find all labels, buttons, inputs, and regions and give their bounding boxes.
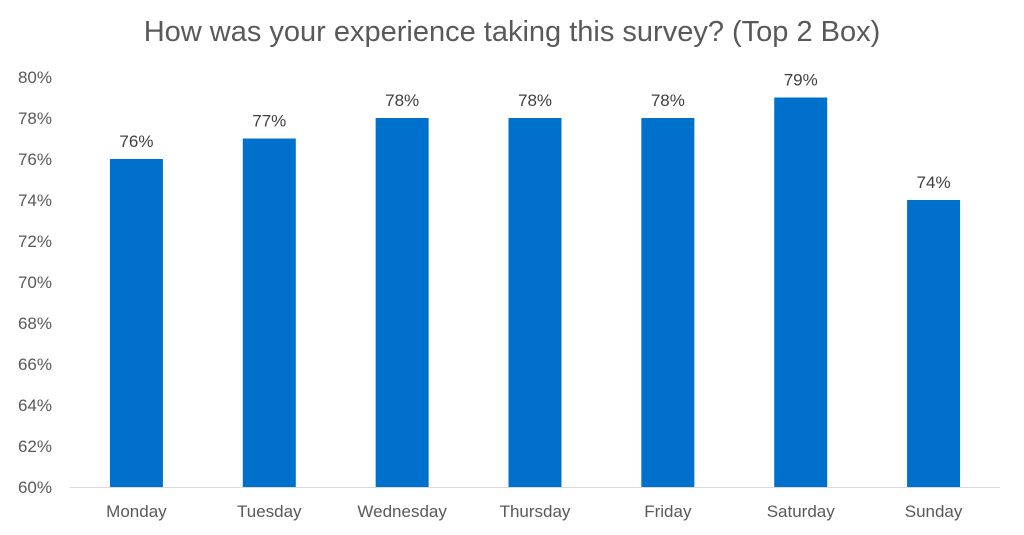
data-label: 78%: [385, 91, 419, 110]
x-tick-label: Friday: [644, 502, 692, 521]
y-tick-label: 80%: [18, 68, 52, 87]
y-axis-tick-labels: 60% 62% 64% 66% 68% 70% 72% 74% 76% 78% 80%: [18, 68, 52, 497]
y-tick-label: 76%: [18, 150, 52, 169]
y-tick-label: 78%: [18, 109, 52, 128]
bars-group: [109, 97, 961, 487]
bar: [641, 118, 695, 487]
bar: [907, 200, 961, 487]
bar: [774, 97, 828, 487]
data-label: 77%: [252, 112, 286, 131]
y-tick-label: 72%: [18, 232, 52, 251]
y-tick-label: 66%: [18, 355, 52, 374]
y-tick-label: 64%: [18, 396, 52, 415]
data-label: 74%: [917, 173, 951, 192]
x-tick-label: Thursday: [500, 502, 571, 521]
bar: [508, 118, 562, 487]
y-tick-label: 60%: [18, 478, 52, 497]
x-tick-label: Sunday: [905, 502, 963, 521]
data-label: 79%: [784, 71, 818, 90]
x-tick-label: Tuesday: [237, 502, 302, 521]
bar: [375, 118, 429, 487]
chart-title: How was your experience taking this surv…: [143, 16, 881, 48]
x-axis-tick-labels: Monday Tuesday Wednesday Thursday Friday Satu…: [106, 502, 963, 521]
y-tick-label: 62%: [18, 437, 52, 456]
y-tick-label: 68%: [18, 314, 52, 333]
data-label: 76%: [119, 132, 153, 151]
x-tick-label: Monday: [106, 502, 167, 521]
y-tick-label: 74%: [18, 191, 52, 210]
data-label: 78%: [651, 91, 685, 110]
y-tick-label: 70%: [18, 273, 52, 292]
bar: [109, 159, 163, 487]
data-label: 78%: [518, 91, 552, 110]
x-tick-label: Wednesday: [357, 502, 447, 521]
x-tick-label: Saturday: [767, 502, 836, 521]
data-labels-group: 76% 77% 78% 78% 78% 79% 74%: [119, 71, 950, 193]
bar: [242, 138, 296, 487]
